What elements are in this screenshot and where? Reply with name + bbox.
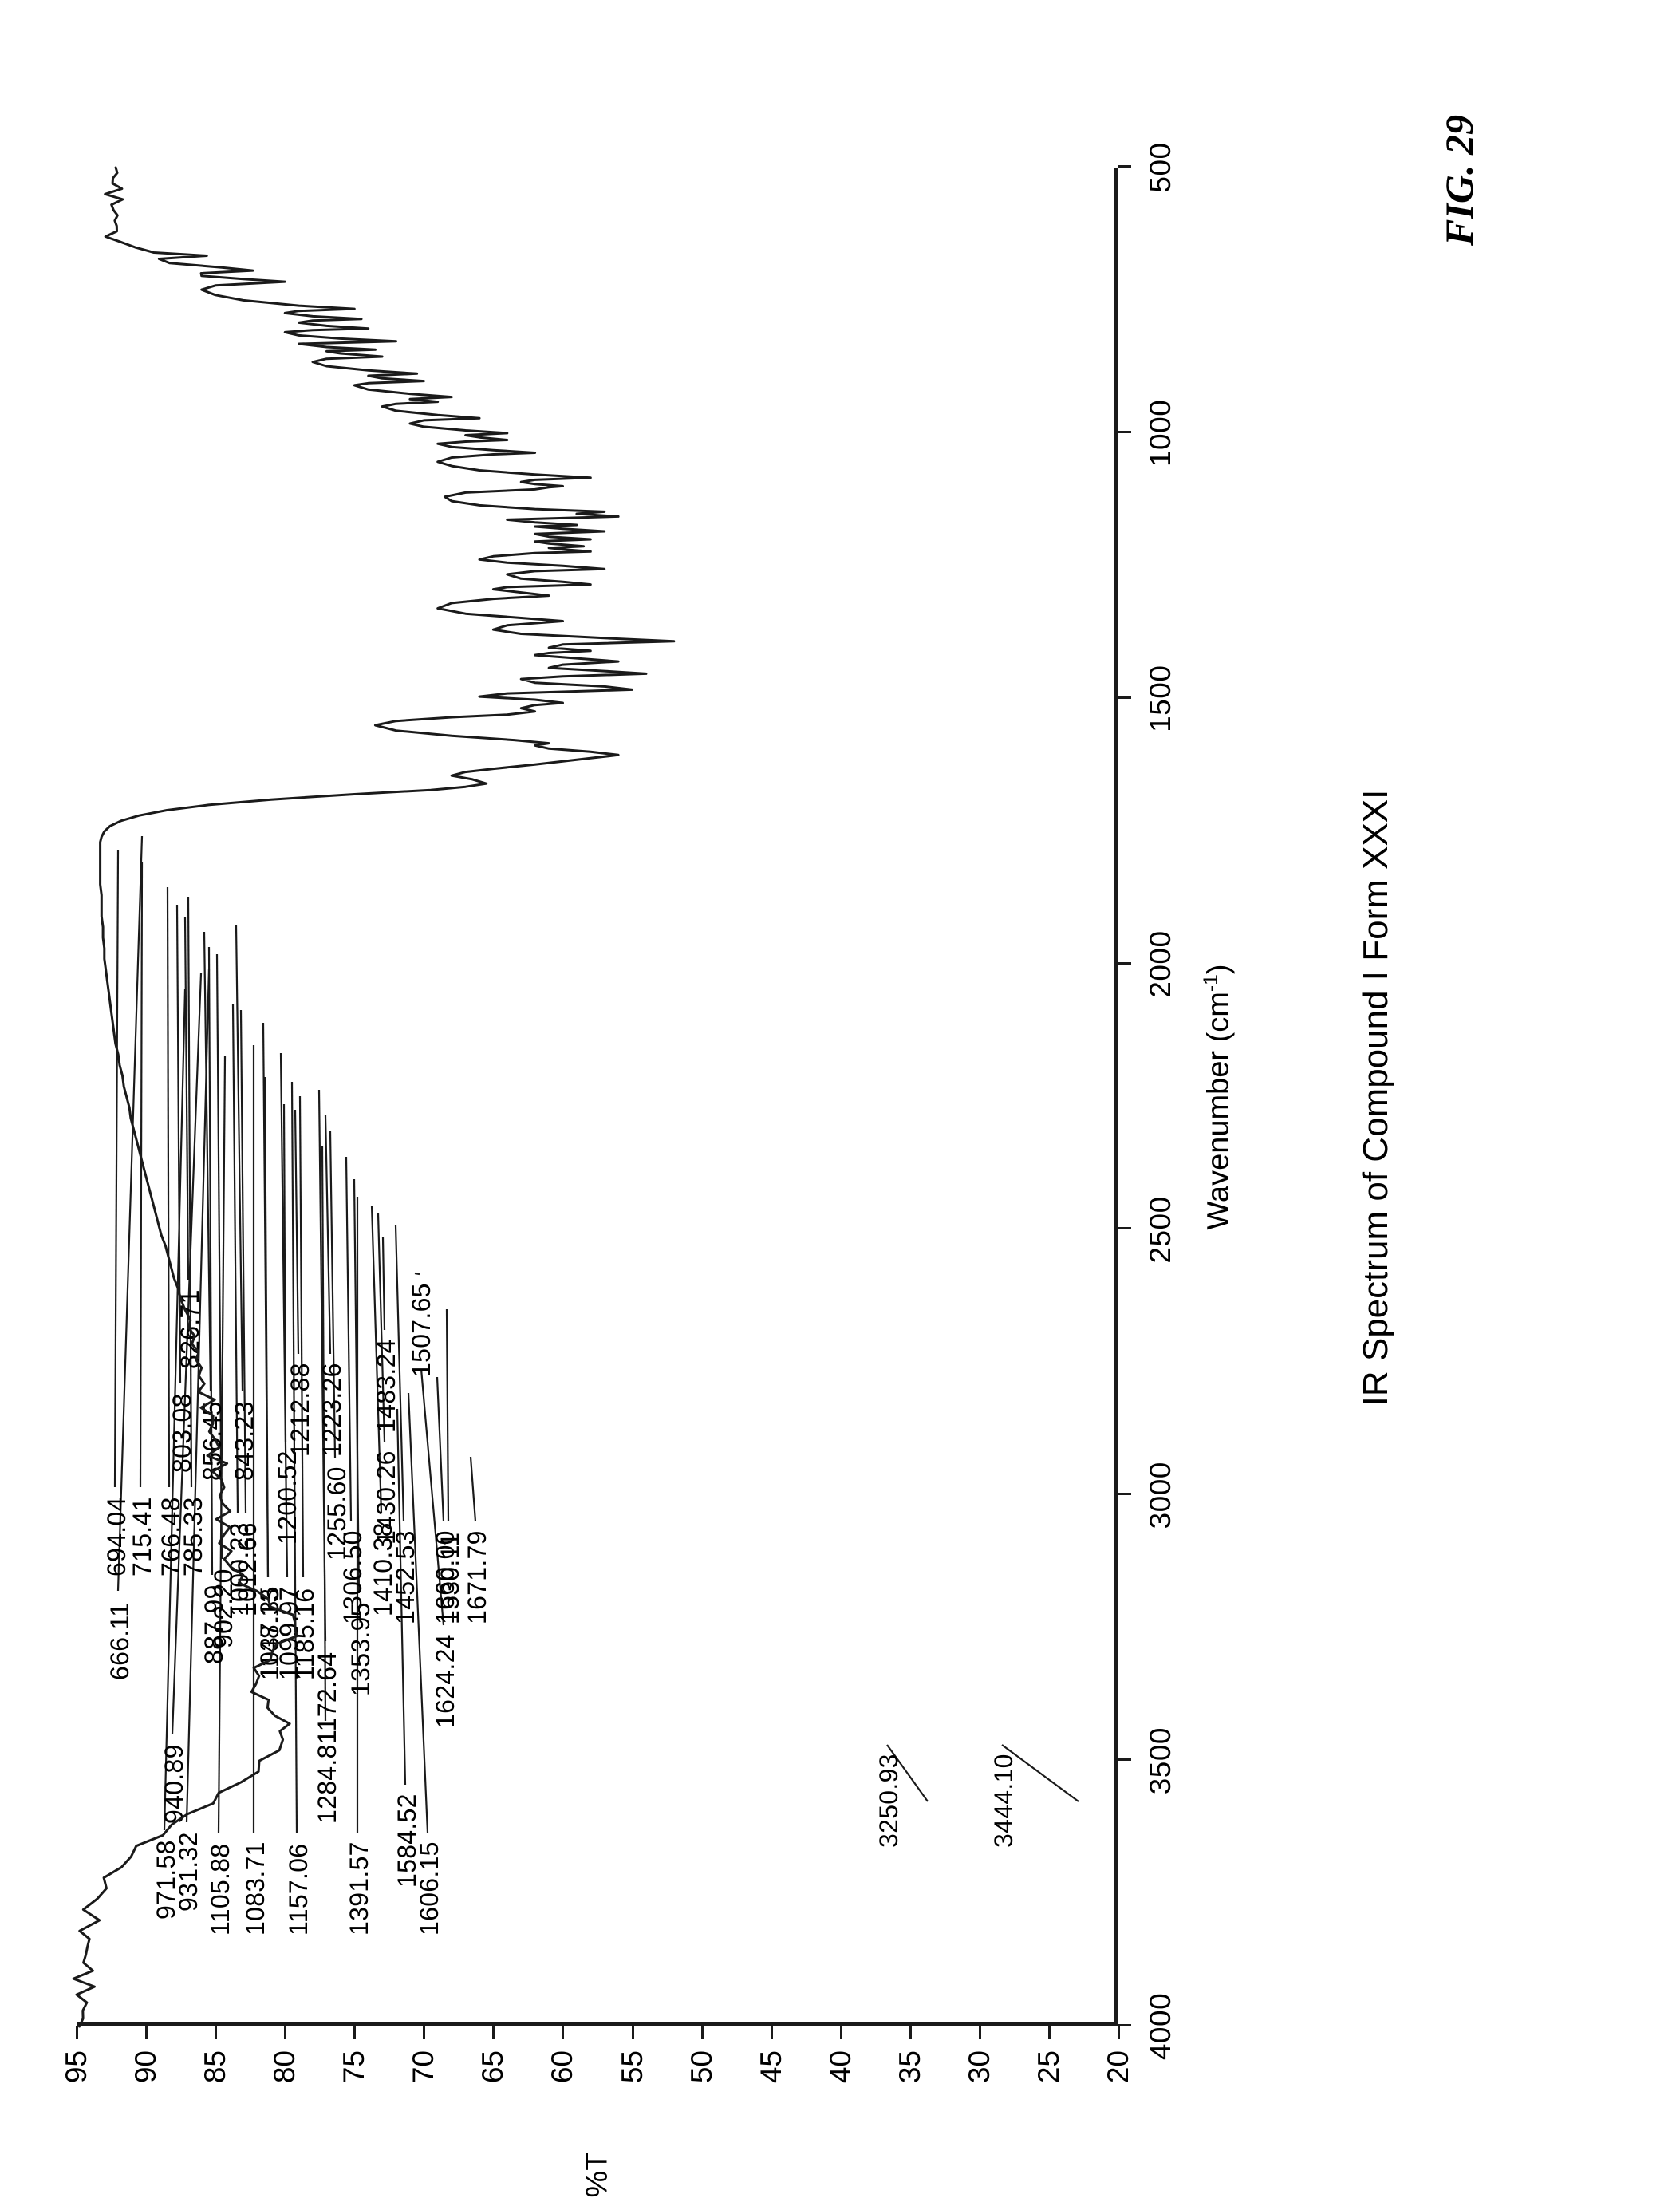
y-tick-label: 45 <box>755 2050 788 2083</box>
y-tick-label: 90 <box>129 2050 163 2083</box>
x-tick-label: 4000 <box>1144 1993 1177 2060</box>
y-tick-label: 95 <box>60 2050 93 2083</box>
y-tick <box>909 2026 912 2039</box>
x-tick <box>1118 431 1131 433</box>
x-tick-label: 1000 <box>1144 400 1177 467</box>
y-tick-label: 60 <box>546 2050 579 2083</box>
y-tick <box>562 2026 564 2039</box>
y-tick <box>1118 2026 1120 2039</box>
x-tick <box>1118 696 1131 699</box>
y-tick <box>492 2026 495 2039</box>
x-tick <box>1118 165 1131 168</box>
y-tick <box>284 2026 286 2039</box>
y-tick-label: 50 <box>685 2050 719 2083</box>
x-tick-label: 2000 <box>1144 930 1177 997</box>
y-tick <box>215 2026 217 2039</box>
y-tick-label: 40 <box>824 2050 858 2083</box>
figure-page: 3444.103250.931671.791660.001624.241606.… <box>0 0 1680 2175</box>
y-tick-label: 80 <box>268 2050 302 2083</box>
chart-title: IR Spectrum of Compound I Form XXXI <box>1356 790 1396 1407</box>
y-tick-label: 30 <box>963 2050 996 2083</box>
y-tick <box>771 2026 773 2039</box>
x-tick <box>1118 1493 1131 1495</box>
plot-area: 4000350030002500200015001000500 95908580… <box>77 168 1118 2026</box>
y-tick-label: 25 <box>1032 2050 1066 2083</box>
y-tick-label: 70 <box>407 2050 440 2083</box>
x-tick <box>1118 1227 1131 1229</box>
y-tick <box>145 2026 148 2039</box>
rotated-figure-wrapper: 3444.103250.931671.791660.001624.241606.… <box>0 0 1680 2175</box>
y-tick-label: 85 <box>199 2050 232 2083</box>
y-tick-label: 55 <box>616 2050 649 2083</box>
y-tick <box>840 2026 842 2039</box>
x-tick <box>1118 2024 1131 2026</box>
y-tick <box>353 2026 356 2039</box>
y-tick-label: 65 <box>476 2050 510 2083</box>
y-tick <box>423 2026 425 2039</box>
y-tick <box>1048 2026 1051 2039</box>
x-tick-label: 3000 <box>1144 1462 1177 1529</box>
y-tick-label: 20 <box>1102 2050 1135 2083</box>
x-tick <box>1118 1758 1131 1761</box>
x-tick-label: 1500 <box>1144 665 1177 732</box>
figure-caption: FIG. 29 <box>1436 115 1482 246</box>
y-tick <box>76 2026 78 2039</box>
x-tick-label: 500 <box>1144 142 1177 192</box>
x-tick-label: 3500 <box>1144 1727 1177 1794</box>
y-tick <box>979 2026 981 2039</box>
y-tick <box>632 2026 634 2039</box>
y-tick-label: 75 <box>337 2050 371 2083</box>
ir-spectrum-figure: 3444.103250.931671.791660.001624.241606.… <box>0 0 1680 2175</box>
x-tick-label: 2500 <box>1144 1196 1177 1263</box>
spectrum-curve <box>77 168 1118 2026</box>
y-tick-label: 35 <box>893 2050 927 2083</box>
x-tick <box>1118 962 1131 965</box>
x-axis-title: Wavenumber (cm-1) <box>1201 964 1236 1229</box>
y-axis-title: %T <box>581 2153 615 2198</box>
y-tick <box>701 2026 704 2039</box>
